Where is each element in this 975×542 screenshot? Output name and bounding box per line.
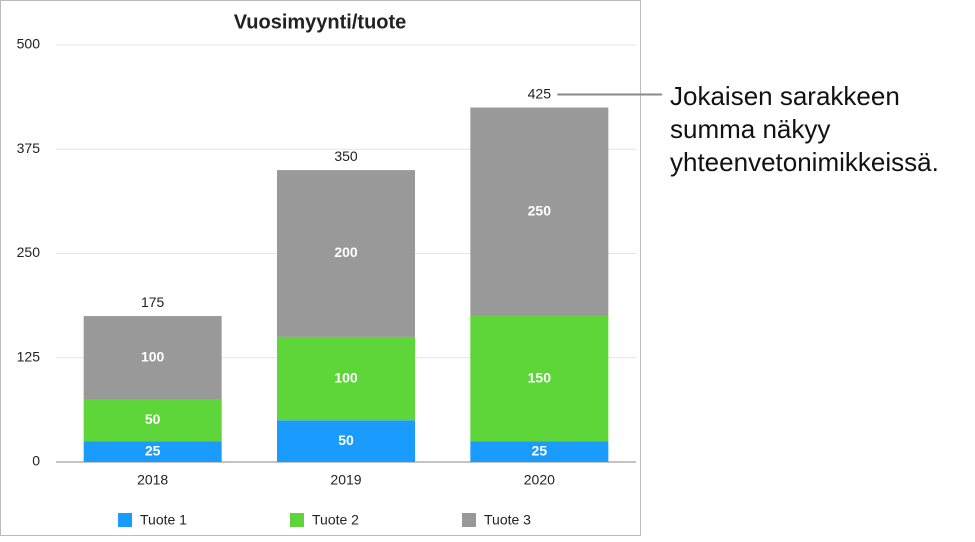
y-tick-label: 125 bbox=[17, 348, 41, 364]
legend-swatch bbox=[290, 513, 304, 527]
bar-segment bbox=[470, 107, 609, 317]
segment-label: 150 bbox=[528, 369, 552, 385]
bar-segment bbox=[83, 399, 222, 442]
bar-segment bbox=[277, 336, 415, 421]
legend-swatch bbox=[118, 513, 132, 527]
segment-label: 25 bbox=[145, 442, 161, 458]
bar-segment bbox=[83, 316, 222, 400]
bar-segment bbox=[470, 316, 609, 442]
segment-label: 50 bbox=[338, 432, 354, 448]
x-tick-label: 2018 bbox=[137, 472, 168, 488]
annotation-text: summa näkyy bbox=[670, 114, 830, 144]
y-tick-label: 250 bbox=[17, 244, 41, 260]
x-tick-label: 2019 bbox=[330, 472, 361, 488]
legend-label: Tuote 3 bbox=[484, 512, 531, 528]
segment-label: 50 bbox=[145, 411, 161, 427]
segment-label: 250 bbox=[528, 203, 552, 219]
total-label: 175 bbox=[141, 294, 165, 310]
segment-label: 200 bbox=[334, 244, 358, 260]
chart-title: Vuosimyynti/tuote bbox=[234, 11, 407, 33]
bar-segment bbox=[83, 441, 222, 462]
segment-label: 100 bbox=[334, 369, 358, 385]
bar-segment bbox=[277, 170, 415, 337]
y-tick-label: 500 bbox=[17, 36, 41, 52]
legend-label: Tuote 1 bbox=[140, 512, 187, 528]
y-tick-label: 0 bbox=[32, 453, 40, 469]
legend-swatch bbox=[462, 513, 476, 527]
annotation-text: Jokaisen sarakkeen bbox=[670, 81, 900, 111]
x-tick-label: 2020 bbox=[524, 472, 555, 488]
legend-label: Tuote 2 bbox=[312, 512, 359, 528]
bar-segment bbox=[277, 420, 415, 462]
segment-label: 25 bbox=[532, 442, 548, 458]
y-tick-label: 375 bbox=[17, 140, 41, 156]
total-label: 350 bbox=[334, 148, 358, 164]
bar-segment bbox=[470, 441, 609, 462]
segment-label: 100 bbox=[141, 348, 165, 364]
total-label: 425 bbox=[528, 85, 552, 101]
annotation-text: yhteenvetonimikkeissä. bbox=[670, 147, 939, 177]
